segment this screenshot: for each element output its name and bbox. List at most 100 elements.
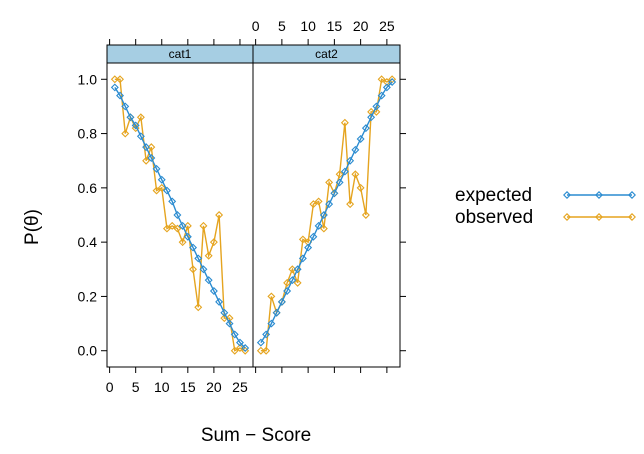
point-observed: [382, 78, 391, 86]
point-observed: [121, 129, 130, 138]
legend-item-expected: expected: [455, 185, 636, 206]
point-observed: [225, 314, 234, 323]
point-observed: [116, 75, 125, 84]
strip-label-cat1: cat1: [169, 47, 192, 61]
x-tick-label-bottom: 25: [232, 379, 248, 395]
x-tick-label-top: 25: [379, 18, 395, 34]
series-expected-cat2: [256, 78, 397, 347]
point-expected: [272, 308, 281, 317]
point-observed: [288, 265, 297, 274]
point-expected: [283, 287, 292, 295]
point-expected: [183, 232, 192, 241]
x-tick-label-top: 10: [300, 18, 316, 34]
point-observed: [256, 346, 265, 355]
y-tick-label: 0.2: [78, 288, 98, 304]
point-expected: [293, 265, 302, 274]
point-observed: [110, 75, 119, 84]
point-expected: [110, 83, 119, 92]
point-observed: [230, 346, 239, 355]
point-expected: [319, 211, 328, 219]
y-tick-label: 0.8: [78, 126, 98, 142]
legend-item-observed: observed: [455, 207, 636, 228]
point-observed: [356, 183, 365, 192]
point-expected: [262, 330, 271, 339]
point-expected: [162, 186, 171, 195]
point-expected: [220, 308, 229, 317]
axis-ticks: 0.0 0.2 0.4 0.6 0.8 1.0 0 0 5 5 10 10 15 15 20 20 25 25: [78, 18, 406, 395]
point-observed: [199, 221, 208, 230]
point-observed: [262, 346, 271, 355]
point-expected: [178, 221, 187, 230]
point-observed: [178, 238, 187, 247]
point-expected: [131, 121, 140, 130]
point-expected: [147, 154, 156, 162]
point-observed: [215, 211, 224, 219]
point-expected: [361, 124, 370, 133]
point-observed: [346, 200, 355, 209]
point-observed: [340, 118, 349, 127]
point-expected: [304, 243, 313, 252]
point-observed: [194, 303, 203, 312]
point-expected: [199, 265, 208, 274]
x-tick-label-bottom: 0: [106, 379, 114, 395]
point-expected: [230, 330, 239, 339]
x-axis-label: Sum − Score: [201, 425, 311, 446]
legend-marker: [595, 213, 603, 221]
point-observed: [204, 251, 213, 260]
x-tick-label-top: 15: [327, 18, 343, 34]
point-expected: [367, 113, 376, 122]
point-expected: [225, 319, 234, 328]
point-observed: [319, 224, 328, 233]
point-expected: [194, 254, 203, 263]
point-observed: [314, 197, 323, 206]
point-expected: [351, 145, 360, 154]
legend-marker: [563, 191, 571, 199]
point-expected: [309, 232, 318, 241]
point-observed: [361, 211, 370, 219]
legend-label: observed: [455, 207, 533, 228]
point-observed: [304, 238, 313, 247]
point-expected: [388, 78, 397, 86]
point-observed: [147, 143, 156, 152]
y-tick-label: 0.6: [78, 180, 98, 196]
legend-label: expected: [455, 185, 532, 206]
point-expected: [215, 297, 224, 306]
point-expected: [277, 297, 286, 306]
point-observed: [183, 221, 192, 230]
x-tick-label-bottom: 20: [206, 379, 222, 395]
point-expected: [168, 197, 177, 206]
point-expected: [267, 319, 276, 328]
legend-marker: [628, 213, 636, 221]
strip-cat2: [252, 44, 401, 64]
point-expected: [116, 91, 125, 100]
point-expected: [126, 113, 135, 122]
legend-marker: [628, 191, 636, 199]
point-observed: [267, 292, 276, 301]
point-observed: [209, 238, 218, 247]
point-observed: [335, 170, 344, 179]
point-observed: [189, 265, 198, 274]
point-expected: [136, 132, 145, 141]
x-tick-label-top: 0: [252, 18, 260, 34]
point-observed: [152, 186, 161, 195]
point-expected: [382, 83, 391, 92]
point-expected: [189, 243, 198, 252]
panel-frame-1: [106, 44, 254, 368]
point-expected: [340, 167, 349, 176]
point-observed: [377, 75, 386, 84]
point-observed: [367, 107, 376, 116]
point-expected: [235, 338, 244, 347]
point-expected: [121, 102, 130, 111]
point-expected: [356, 135, 365, 143]
legend-marker: [563, 213, 571, 221]
point-expected: [372, 102, 381, 111]
point-expected: [298, 254, 307, 263]
panel-strips: cat1 cat2: [106, 44, 401, 64]
point-expected: [173, 211, 182, 219]
point-observed: [173, 224, 182, 233]
y-tick-label: 0.0: [78, 343, 98, 359]
x-tick-label-bottom: 5: [132, 379, 140, 395]
point-observed: [235, 344, 244, 352]
point-observed: [298, 235, 307, 244]
